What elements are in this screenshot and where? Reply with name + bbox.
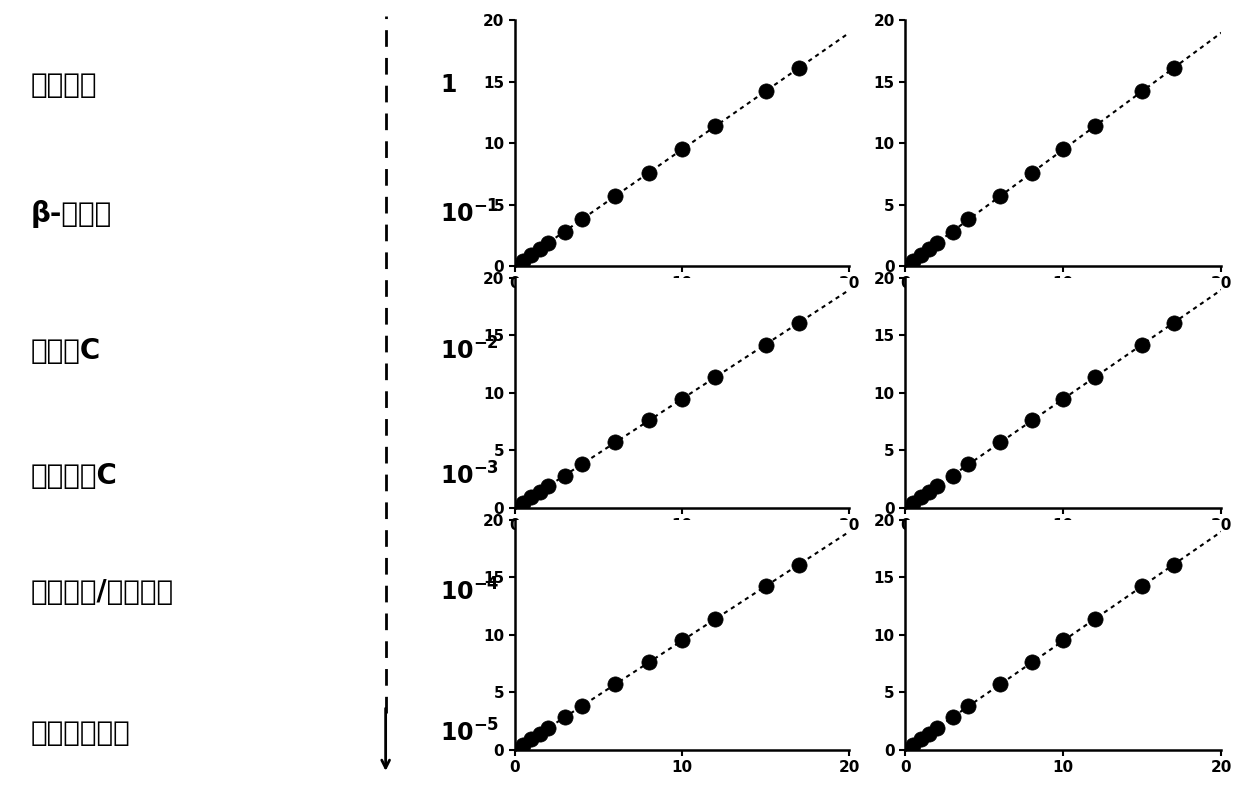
Point bbox=[959, 700, 978, 713]
Point bbox=[572, 700, 591, 713]
Text: 卵清蛋白: 卵清蛋白 bbox=[31, 71, 98, 98]
Point bbox=[942, 711, 962, 724]
Point bbox=[1053, 634, 1073, 647]
Point bbox=[1085, 371, 1105, 384]
Point bbox=[639, 166, 658, 179]
Point bbox=[538, 480, 558, 492]
Text: $\mathbf{1}$: $\mathbf{1}$ bbox=[440, 73, 458, 97]
Point bbox=[529, 485, 549, 498]
Text: 牛血清白蛋白: 牛血清白蛋白 bbox=[31, 720, 130, 747]
Point bbox=[572, 458, 591, 471]
Point bbox=[1053, 143, 1073, 156]
Point bbox=[903, 496, 923, 509]
Point bbox=[639, 414, 658, 427]
Point bbox=[672, 143, 692, 156]
Point bbox=[1022, 166, 1042, 179]
Point bbox=[1053, 393, 1073, 405]
Text: $\mathbf{10^{-5}}$: $\mathbf{10^{-5}}$ bbox=[440, 720, 500, 747]
Point bbox=[1164, 61, 1184, 74]
Point bbox=[605, 436, 625, 449]
Point bbox=[903, 255, 923, 268]
Point bbox=[756, 85, 776, 98]
Point bbox=[942, 469, 962, 482]
Point bbox=[1132, 85, 1152, 98]
Point bbox=[959, 213, 978, 226]
Text: 细胞色素C: 细胞色素C bbox=[31, 462, 118, 489]
Text: $\mathbf{10^{-4}}$: $\mathbf{10^{-4}}$ bbox=[440, 579, 500, 606]
Text: 溶菌酶C: 溶菌酶C bbox=[31, 337, 102, 364]
Point bbox=[513, 255, 533, 268]
Point bbox=[1022, 656, 1042, 669]
Point bbox=[522, 733, 542, 746]
Text: $\mathbf{10^{-1}}$: $\mathbf{10^{-1}}$ bbox=[440, 200, 500, 227]
Point bbox=[538, 236, 558, 249]
Text: 肌红蛋白/转铁蛋白: 肌红蛋白/转铁蛋白 bbox=[31, 579, 174, 606]
Point bbox=[605, 189, 625, 202]
Point bbox=[513, 738, 533, 751]
Point bbox=[605, 678, 625, 691]
Point bbox=[756, 580, 776, 593]
Point bbox=[513, 496, 533, 509]
Point bbox=[522, 248, 542, 261]
Point bbox=[942, 225, 962, 238]
Point bbox=[790, 61, 810, 74]
Point bbox=[903, 738, 923, 751]
Point bbox=[990, 678, 1009, 691]
Text: $\mathbf{10^{-2}}$: $\mathbf{10^{-2}}$ bbox=[440, 337, 500, 364]
Point bbox=[706, 119, 725, 132]
Point bbox=[919, 243, 939, 256]
Point bbox=[556, 225, 575, 238]
Point bbox=[756, 339, 776, 351]
Point bbox=[706, 371, 725, 384]
Point bbox=[572, 213, 591, 226]
Point bbox=[556, 469, 575, 482]
Point bbox=[926, 721, 947, 734]
Text: β-酪蛋白: β-酪蛋白 bbox=[31, 200, 113, 227]
Point bbox=[911, 248, 931, 261]
Point bbox=[790, 559, 810, 571]
Point bbox=[926, 236, 947, 249]
Point bbox=[1132, 580, 1152, 593]
Point bbox=[672, 634, 692, 647]
Text: $\mathbf{10^{-3}}$: $\mathbf{10^{-3}}$ bbox=[440, 462, 500, 489]
Point bbox=[639, 656, 658, 669]
Point bbox=[706, 613, 725, 625]
Point bbox=[1164, 559, 1184, 571]
Point bbox=[1085, 119, 1105, 132]
Point bbox=[1085, 613, 1105, 625]
Point bbox=[926, 480, 947, 492]
Point bbox=[790, 317, 810, 330]
Point bbox=[1164, 317, 1184, 330]
Point bbox=[672, 393, 692, 405]
Point bbox=[538, 721, 558, 734]
Point bbox=[911, 733, 931, 746]
Point bbox=[959, 458, 978, 471]
Point bbox=[1022, 414, 1042, 427]
Point bbox=[1132, 339, 1152, 351]
Point bbox=[990, 436, 1009, 449]
Point bbox=[522, 491, 542, 504]
Point bbox=[990, 189, 1009, 202]
Point bbox=[556, 711, 575, 724]
Point bbox=[911, 491, 931, 504]
Point bbox=[919, 727, 939, 740]
Point bbox=[919, 485, 939, 498]
Point bbox=[529, 727, 549, 740]
Point bbox=[529, 243, 549, 256]
